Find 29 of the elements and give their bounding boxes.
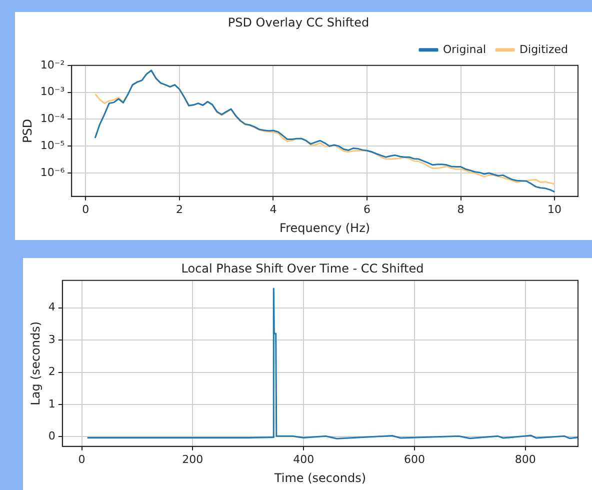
y-tick-label: 10⁻³ — [40, 85, 65, 98]
x-tick-label: 200 — [182, 452, 204, 466]
x-tick-label: 6 — [364, 202, 371, 216]
y-tick-label: 10⁻⁴ — [40, 112, 66, 126]
x-tick-label: 10 — [548, 202, 562, 216]
x-tick-label: 800 — [514, 452, 536, 466]
y-tick-label: 0 — [48, 430, 56, 443]
y-tick-label: 3 — [48, 332, 56, 346]
x-tick-label: 2 — [176, 202, 183, 216]
y-tick-label: 10⁻⁵ — [40, 138, 65, 152]
y-tick-label: 10⁻⁶ — [40, 166, 66, 179]
y-tick-label: 2 — [48, 365, 56, 378]
x-axis-title: Time (seconds) — [273, 470, 366, 485]
chart-title: PSD Overlay CC Shifted — [228, 15, 370, 30]
x-tick-label: 4 — [270, 202, 277, 216]
x-tick-label: 600 — [404, 452, 425, 466]
chart-title: Local Phase Shift Over Time - CC Shifted — [181, 261, 424, 276]
y-tick-label: 1 — [48, 397, 56, 410]
y-tick-label: 10⁻² — [40, 58, 65, 72]
y-axis-title: Lag (seconds) — [28, 321, 42, 406]
x-tick-label: 0 — [82, 202, 90, 216]
legend-label: Original — [443, 42, 486, 56]
x-tick-label: 0 — [78, 452, 86, 466]
x-tick-label: 400 — [293, 452, 314, 466]
y-tick-label: 4 — [48, 300, 56, 314]
x-tick-label: 8 — [457, 202, 464, 216]
x-axis-title: Frequency (Hz) — [280, 220, 370, 235]
y-axis-title: PSD — [20, 118, 34, 143]
legend-label: Digitized — [520, 42, 568, 56]
